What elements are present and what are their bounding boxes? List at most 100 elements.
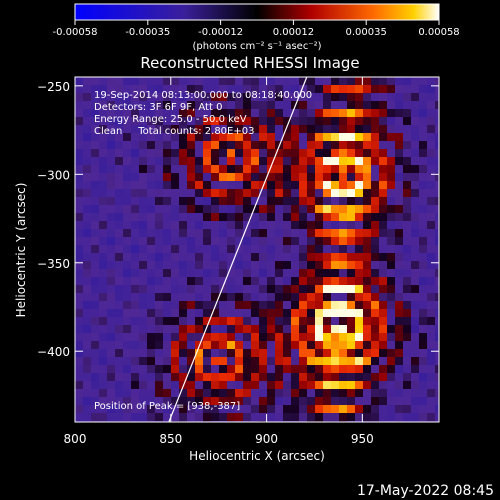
heatmap-cell xyxy=(419,405,427,413)
heatmap-cell xyxy=(83,389,91,397)
heatmap-cell xyxy=(275,309,283,317)
heatmap-cell xyxy=(179,237,187,245)
heatmap-cell xyxy=(251,109,259,117)
heatmap-cell xyxy=(267,285,275,293)
heatmap-cell xyxy=(435,237,439,245)
heatmap-cell xyxy=(267,149,275,157)
heatmap-cell xyxy=(187,205,195,213)
heatmap-cell xyxy=(411,141,419,149)
heatmap-cell xyxy=(307,269,315,277)
y-axis-label: Heliocentric Y (arcsec) xyxy=(14,183,28,318)
heatmap-cell xyxy=(75,189,83,197)
heatmap-cell xyxy=(171,173,179,181)
heatmap-cell xyxy=(171,309,179,317)
heatmap-cell xyxy=(91,85,99,93)
heatmap-cell xyxy=(99,181,107,189)
heatmap-cell xyxy=(355,165,363,173)
heatmap-cell xyxy=(147,309,155,317)
heatmap-cell xyxy=(267,93,275,101)
heatmap-cell xyxy=(363,253,371,261)
heatmap-cell xyxy=(123,405,131,413)
heatmap-cell xyxy=(219,157,227,165)
heatmap-cell xyxy=(387,221,395,229)
heatmap-cell xyxy=(299,165,307,173)
heatmap-cell xyxy=(219,125,227,133)
heatmap-cell xyxy=(91,197,99,205)
heatmap-cell xyxy=(283,261,291,269)
heatmap-cell xyxy=(147,213,155,221)
y-tick-label: −350 xyxy=(37,257,70,271)
heatmap-cell xyxy=(107,213,115,221)
heatmap-cell xyxy=(435,245,439,253)
heatmap-cell xyxy=(195,133,203,141)
heatmap-cell xyxy=(131,237,139,245)
heatmap-cell xyxy=(371,269,379,277)
heatmap-cell xyxy=(419,149,427,157)
heatmap-cell xyxy=(83,261,91,269)
heatmap-cell xyxy=(331,317,339,325)
heatmap-cell xyxy=(235,317,243,325)
heatmap-cell xyxy=(363,85,371,93)
heatmap-cell xyxy=(387,157,395,165)
heatmap-cell xyxy=(163,229,171,237)
heatmap-cell xyxy=(211,133,219,141)
heatmap-cell xyxy=(235,261,243,269)
heatmap-cell xyxy=(219,301,227,309)
heatmap-cell xyxy=(307,229,315,237)
heatmap-cell xyxy=(251,389,259,397)
heatmap-cell xyxy=(131,181,139,189)
heatmap-cell xyxy=(419,213,427,221)
heatmap-cell xyxy=(259,413,267,421)
heatmap-cell xyxy=(267,357,275,365)
heatmap-cell xyxy=(83,173,91,181)
heatmap-cell xyxy=(331,357,339,365)
heatmap-cell xyxy=(227,93,235,101)
heatmap-cell xyxy=(371,197,379,205)
heatmap-cell xyxy=(355,141,363,149)
heatmap-cell xyxy=(163,189,171,197)
heatmap-cell xyxy=(211,333,219,341)
heatmap-cell xyxy=(323,389,331,397)
heatmap-cell xyxy=(387,325,395,333)
heatmap-cell xyxy=(147,357,155,365)
heatmap-cell xyxy=(371,301,379,309)
heatmap-cell xyxy=(139,93,147,101)
y-tick-label: −300 xyxy=(37,168,70,182)
heatmap-cell xyxy=(243,405,251,413)
heatmap-cell xyxy=(179,165,187,173)
heatmap-cell xyxy=(227,221,235,229)
heatmap-cell xyxy=(307,253,315,261)
heatmap-cell xyxy=(379,405,387,413)
heatmap-cell xyxy=(387,237,395,245)
heatmap-cell xyxy=(275,197,283,205)
heatmap-cell xyxy=(235,309,243,317)
heatmap-cell xyxy=(331,85,339,93)
heatmap-cell xyxy=(363,389,371,397)
heatmap-cell xyxy=(315,109,323,117)
heatmap-cell xyxy=(75,93,83,101)
heatmap-cell xyxy=(315,365,323,373)
heatmap-cell xyxy=(195,317,203,325)
heatmap-cell xyxy=(331,269,339,277)
heatmap-cell xyxy=(155,173,163,181)
heatmap-cell xyxy=(91,389,99,397)
heatmap-cell xyxy=(187,253,195,261)
heatmap-cell xyxy=(299,357,307,365)
heatmap-cell xyxy=(75,173,83,181)
heatmap-cell xyxy=(187,221,195,229)
heatmap-cell xyxy=(355,309,363,317)
heatmap-cell xyxy=(195,93,203,101)
heatmap-cell xyxy=(411,405,419,413)
heatmap-cell xyxy=(107,141,115,149)
heatmap-cell xyxy=(395,197,403,205)
heatmap-cell xyxy=(251,173,259,181)
heatmap-cell xyxy=(347,365,355,373)
heatmap-cell xyxy=(267,101,275,109)
heatmap-cell xyxy=(339,413,347,421)
heatmap-cell xyxy=(99,157,107,165)
heatmap-cell xyxy=(83,205,91,213)
heatmap-cell xyxy=(219,405,227,413)
heatmap-cell xyxy=(347,333,355,341)
heatmap-cell xyxy=(91,309,99,317)
heatmap-cell xyxy=(339,365,347,373)
